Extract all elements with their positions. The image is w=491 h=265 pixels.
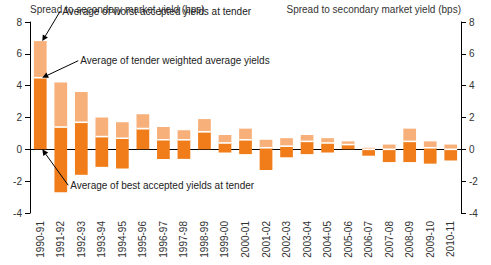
svg-text:-4: -4 xyxy=(13,208,22,219)
svg-text:2000-01: 2000-01 xyxy=(240,221,251,258)
svg-text:4: 4 xyxy=(469,80,475,91)
svg-text:Average of best accepted yield: Average of best accepted yields at tende… xyxy=(70,180,254,191)
svg-text:2007-08: 2007-08 xyxy=(384,221,395,258)
svg-text:1999-00: 1999-00 xyxy=(219,221,230,258)
svg-text:6: 6 xyxy=(16,48,22,59)
svg-text:2008-09: 2008-09 xyxy=(404,221,415,258)
svg-text:2002-03: 2002-03 xyxy=(281,221,292,258)
svg-text:1995-96: 1995-96 xyxy=(137,221,148,258)
svg-text:1991-92: 1991-92 xyxy=(55,221,66,258)
svg-text:2010-11: 2010-11 xyxy=(445,221,456,257)
svg-text:1997-98: 1997-98 xyxy=(178,221,189,258)
svg-text:1996-97: 1996-97 xyxy=(158,221,169,258)
svg-text:2005-06: 2005-06 xyxy=(343,221,354,258)
svg-text:1994-95: 1994-95 xyxy=(117,221,128,258)
svg-text:2: 2 xyxy=(16,112,22,123)
svg-text:1990-91: 1990-91 xyxy=(35,221,46,258)
svg-text:2004-05: 2004-05 xyxy=(322,221,333,258)
svg-text:2001-02: 2001-02 xyxy=(261,221,272,258)
svg-text:0: 0 xyxy=(469,144,475,155)
svg-text:2: 2 xyxy=(469,112,475,123)
svg-text:0: 0 xyxy=(16,144,22,155)
svg-text:-2: -2 xyxy=(13,176,22,187)
svg-text:Average of worst accepted yiel: Average of worst accepted yields at tend… xyxy=(62,6,251,17)
svg-text:8: 8 xyxy=(16,17,22,28)
svg-text:4: 4 xyxy=(16,80,22,91)
svg-text:Spread to secondary market yie: Spread to secondary market yield (bps) xyxy=(286,4,461,15)
svg-text:Average of tender weighted ave: Average of tender weighted average yield… xyxy=(80,55,269,66)
svg-text:2003-04: 2003-04 xyxy=(302,221,313,258)
svg-text:1992-93: 1992-93 xyxy=(76,221,87,258)
svg-text:1993-94: 1993-94 xyxy=(96,221,107,258)
svg-text:6: 6 xyxy=(469,48,475,59)
svg-text:-4: -4 xyxy=(469,208,478,219)
svg-text:8: 8 xyxy=(469,17,475,28)
svg-text:-2: -2 xyxy=(469,176,478,187)
svg-text:2006-07: 2006-07 xyxy=(363,221,374,258)
svg-text:2009-10: 2009-10 xyxy=(425,221,436,258)
svg-text:1998-99: 1998-99 xyxy=(199,221,210,258)
